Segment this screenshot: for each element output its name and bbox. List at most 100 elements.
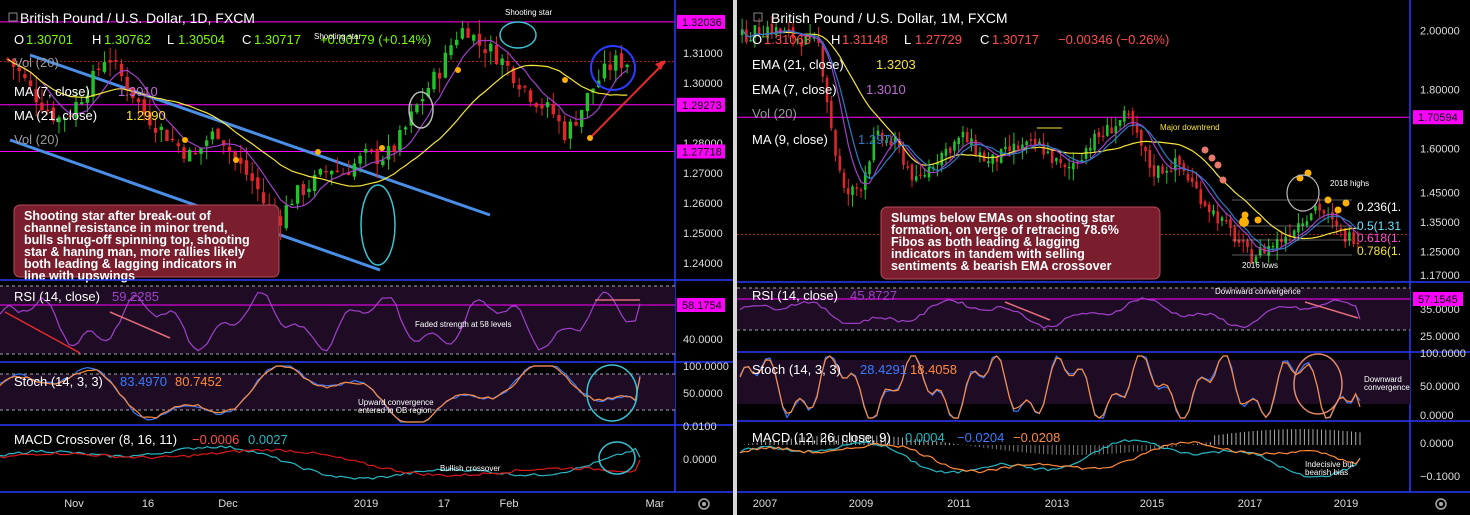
candle-body: [193, 152, 198, 155]
candle-body: [233, 151, 237, 158]
candle-body: [872, 136, 876, 161]
candle-body: [250, 173, 254, 181]
candle-body: [460, 28, 465, 39]
fractal-dot-0: [1201, 146, 1209, 154]
price-tick-label: 1.60000: [1420, 143, 1460, 155]
candle-body: [1033, 138, 1037, 146]
time-label: 16: [142, 498, 154, 510]
candle-body: [85, 95, 90, 103]
candle-body: [290, 203, 294, 206]
candle-body: [477, 33, 482, 46]
candle-body: [244, 160, 249, 175]
candle-body: [1118, 120, 1122, 126]
right-moving-averages: [741, 28, 1359, 253]
candle-body: [153, 127, 158, 133]
left-price-pane: British Pound / U.S. Dollar, 1D, FXCM O …: [0, 8, 675, 283]
candle-body: [855, 187, 859, 189]
candle-body: [369, 149, 374, 152]
price-tag-bg: [677, 97, 725, 112]
candle-body: [1258, 247, 1262, 256]
rsi-axis-label: 40.0000: [683, 334, 723, 346]
candle-body: [1029, 139, 1033, 141]
candle-body: [227, 146, 232, 151]
candle-body: [80, 102, 84, 105]
candle-body: [392, 145, 396, 152]
candle-body: [136, 98, 141, 103]
candle-body: [1229, 219, 1232, 229]
candle-body: [757, 27, 761, 36]
candle-body: [108, 60, 112, 63]
candle-body: [953, 141, 956, 151]
candle-body: [358, 155, 362, 164]
right-price-axis: 2.00000 1.80000 1.60000 1.45000 1.35000 1.250…: [1409, 0, 1463, 492]
right-settings-gear-icon[interactable]: [1435, 498, 1447, 510]
candle-body: [1352, 232, 1355, 245]
candle-body: [1280, 239, 1283, 243]
candle-body: [483, 49, 487, 54]
candle-body: [557, 114, 561, 122]
candle-body: [205, 140, 209, 146]
right-collapse-icon[interactable]: [753, 12, 763, 22]
candle-body: [500, 58, 504, 65]
candle-body: [1178, 156, 1181, 165]
panel-divider: [733, 0, 737, 515]
candle-body: [961, 131, 965, 138]
lows-2016-label: 2016 lows: [1242, 261, 1278, 270]
left-collapse-icon[interactable]: [8, 12, 18, 22]
left-ohlc-change: +0.00179 (+0.14%): [320, 32, 431, 47]
macd-line: [0, 445, 641, 480]
candle-body: [800, 41, 803, 47]
left-candles: [6, 19, 629, 240]
candle-body: [889, 140, 893, 146]
candle-body: [142, 99, 146, 114]
left-ma21-label: MA (21, close): [14, 108, 97, 123]
candle-body: [45, 109, 50, 112]
candle-body: [1203, 201, 1207, 207]
candle-body: [770, 23, 774, 34]
left-ohlc-l-label: L: [167, 32, 174, 47]
stoch-axis-label: 0.0000: [1420, 410, 1454, 422]
candle-body: [821, 45, 825, 77]
candle-body: [148, 111, 152, 126]
candle-body: [284, 205, 288, 229]
left-vol2-label: Vol (20): [14, 132, 59, 147]
candle-body: [114, 59, 118, 62]
macd-note: Bullish crossover: [440, 464, 501, 473]
ma21-line: [7, 58, 628, 187]
candle-body: [847, 188, 850, 195]
right-ohlc-c-label: C: [980, 32, 989, 47]
time-label: 2013: [1045, 498, 1069, 510]
candle-body: [1263, 245, 1266, 254]
candle-body: [1246, 240, 1249, 248]
candle-body: [23, 74, 27, 78]
candle-body: [897, 138, 901, 148]
candle-body: [1127, 113, 1130, 115]
candle-body: [432, 71, 436, 90]
candle-body: [766, 26, 769, 39]
ma7-line: [7, 39, 628, 209]
candle-body: [398, 130, 402, 152]
candle-body: [62, 118, 67, 120]
stoch-note-2: convergence: [1364, 383, 1410, 392]
rsi-axis-35: 35.0000: [1420, 304, 1460, 316]
right-ma9-label: MA (9, close): [752, 132, 828, 147]
left-settings-gear-icon[interactable]: [698, 498, 710, 510]
price-tick-label: 1.25000: [683, 228, 723, 240]
candle-body: [1297, 223, 1300, 233]
candle-body: [753, 25, 757, 38]
rsi-band: [0, 286, 675, 354]
price-tick-label: 1.26000: [683, 198, 723, 210]
candle-body: [312, 175, 317, 192]
time-label: 2019: [1334, 498, 1358, 510]
fractal-dot-8: [1342, 199, 1350, 207]
candle-body: [591, 88, 595, 93]
candle-body: [426, 88, 430, 97]
candle-body: [1025, 141, 1028, 146]
candle-body: [489, 43, 493, 52]
price-tick-label: 1.17000: [1420, 270, 1460, 282]
recent-pattern-circle: [590, 45, 636, 91]
macd-value-3: −0.0208: [1013, 430, 1060, 445]
fractal-dot-1: [379, 145, 385, 151]
candle-body: [97, 68, 101, 71]
candle-body: [278, 216, 283, 226]
